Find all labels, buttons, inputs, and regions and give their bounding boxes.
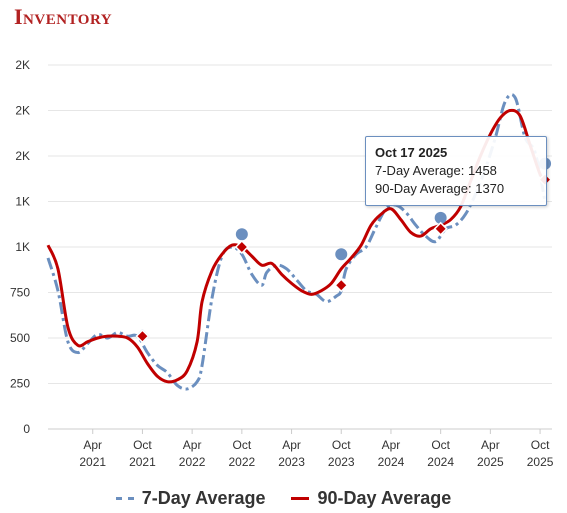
- x-tick-month: Oct: [133, 438, 152, 452]
- x-tick-month: Apr: [282, 438, 301, 452]
- x-tick-year: 2024: [427, 455, 454, 469]
- tooltip-90day: 90-Day Average: 1370: [375, 181, 505, 196]
- gridlines: [48, 64, 552, 430]
- line-chart: 0 250 500 750 1K 1K 2K 2K 2K Apr 2021 Oct 2021 Apr 20…: [10, 58, 554, 469]
- y-tick-label: 500: [10, 331, 30, 345]
- x-tick-month: Oct: [531, 438, 550, 452]
- y-axis-labels: 0 250 500 750 1K 1K 2K 2K 2K: [10, 58, 30, 436]
- x-axis-labels: Apr 2021 Oct 2021 Apr 2022 Oct 2022 Apr 2023 Oct 20…: [79, 429, 554, 469]
- x-tick-year: 2022: [228, 455, 255, 469]
- marker-7day[interactable]: [235, 228, 248, 241]
- x-tick-year: 2021: [79, 455, 106, 469]
- chart-legend: 7-Day Average 90-Day Average: [0, 484, 567, 512]
- y-tick-label: 2K: [15, 104, 30, 118]
- x-tick-year: 2025: [527, 455, 554, 469]
- chart-title: Inventory: [14, 4, 113, 29]
- y-tick-label: 0: [23, 422, 30, 436]
- x-tick-month: Oct: [431, 438, 450, 452]
- x-tick-month: Apr: [382, 438, 401, 452]
- marker-90day[interactable]: [433, 221, 448, 236]
- x-tick-month: Oct: [332, 438, 351, 452]
- y-tick-label: 750: [10, 286, 30, 300]
- y-tick-label: 250: [10, 377, 30, 391]
- marker-90day[interactable]: [334, 278, 349, 293]
- x-tick-year: 2024: [378, 455, 405, 469]
- legend-label-90day: 90-Day Average: [317, 487, 452, 508]
- x-tick-year: 2021: [129, 455, 156, 469]
- marker-90day[interactable]: [234, 239, 249, 255]
- data-tooltip: Oct 17 2025 7-Day Average: 1458 90-Day A…: [365, 136, 547, 206]
- x-tick-year: 2025: [477, 455, 504, 469]
- dashed-line-icon: [115, 496, 134, 500]
- x-tick-month: Apr: [183, 438, 202, 452]
- x-tick-year: 2023: [328, 455, 355, 469]
- x-tick-year: 2022: [179, 455, 206, 469]
- marker-7day[interactable]: [434, 211, 447, 224]
- x-tick-month: Oct: [233, 438, 252, 452]
- x-tick-month: Apr: [83, 438, 102, 452]
- tooltip-date: Oct 17 2025: [375, 145, 448, 160]
- marker-90day[interactable]: [135, 329, 150, 344]
- y-tick-label: 2K: [15, 58, 30, 72]
- legend-label-7day: 7-Day Average: [141, 487, 266, 508]
- y-tick-label: 2K: [15, 149, 30, 163]
- legend-item-7day[interactable]: 7-Day Average: [115, 487, 266, 509]
- y-tick-label: 1K: [15, 195, 30, 209]
- solid-line-icon: [291, 496, 310, 500]
- x-tick-month: Apr: [481, 438, 500, 452]
- tooltip-7day: 7-Day Average: 1458: [375, 163, 497, 178]
- series-line-7day: [46, 93, 547, 391]
- marker-7day[interactable]: [335, 248, 348, 261]
- y-tick-label: 1K: [15, 240, 30, 254]
- x-tick-year: 2023: [278, 455, 305, 469]
- legend-item-90day[interactable]: 90-Day Average: [291, 488, 451, 509]
